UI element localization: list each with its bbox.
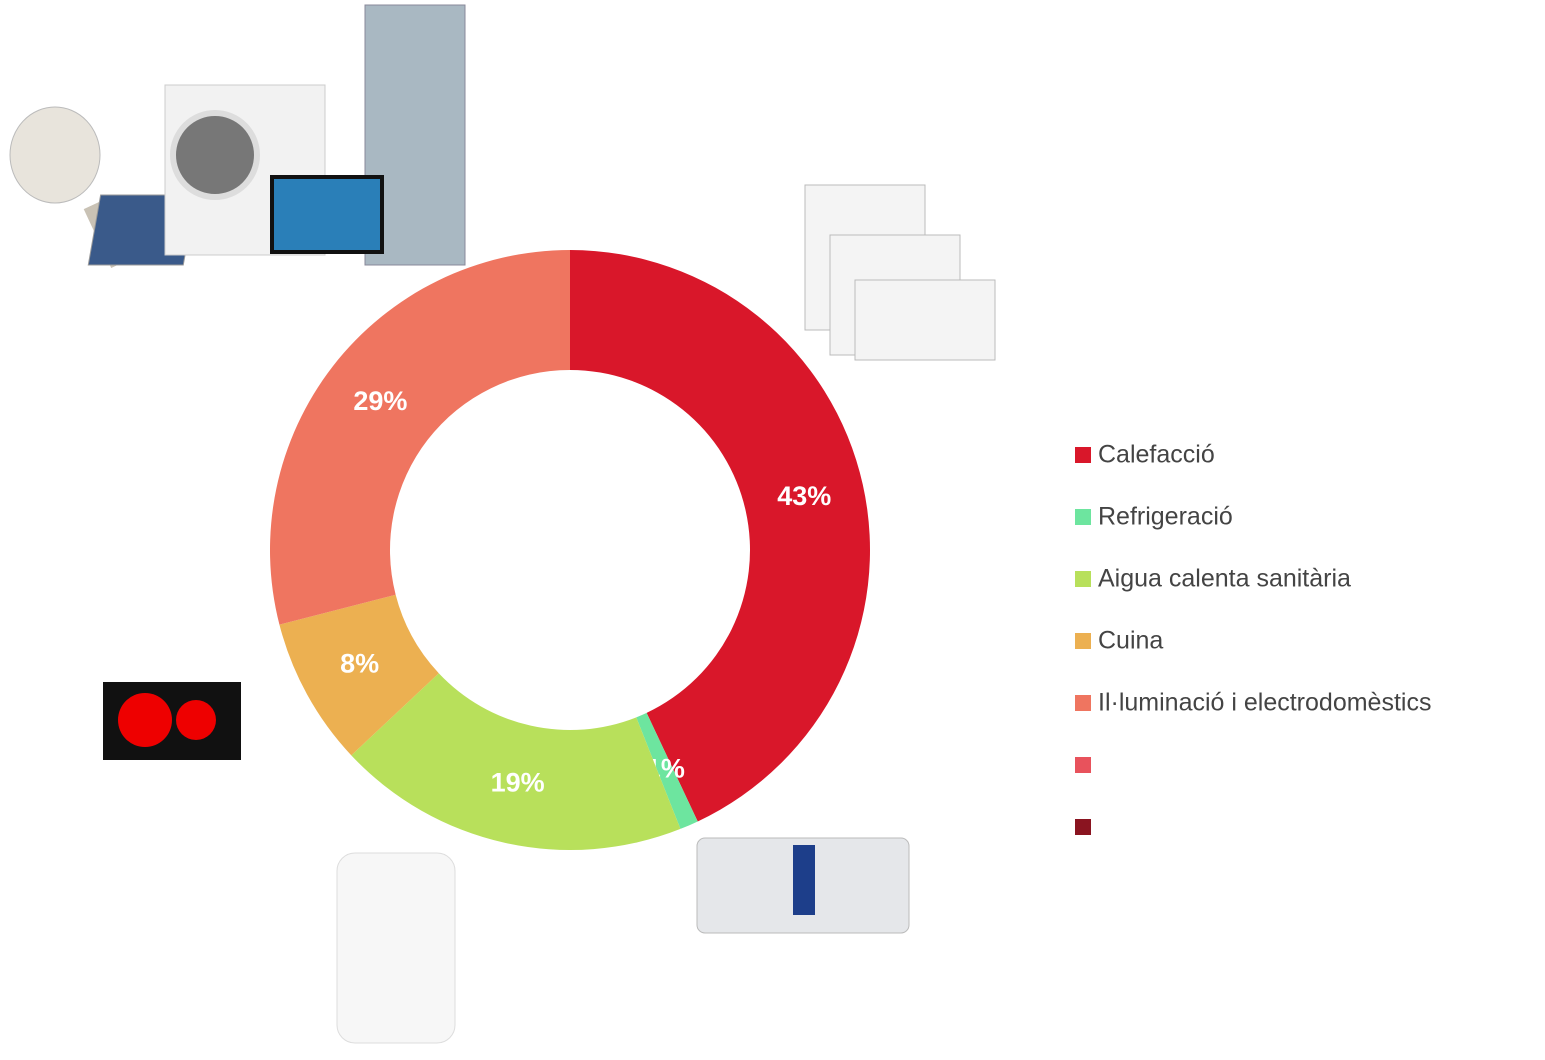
legend-label: Il·luminació i electrodomèstics	[1098, 689, 1431, 717]
boiler-icon	[337, 853, 455, 1043]
tv-icon	[272, 177, 382, 252]
data-label: 29%	[353, 386, 407, 416]
data-label: 19%	[491, 767, 545, 797]
donut-slice	[270, 250, 570, 625]
cooktop-ring	[118, 693, 172, 747]
legend-swatch	[1075, 447, 1091, 463]
donut: 43%1%19%8%29%	[270, 250, 870, 850]
legend-swatch	[1075, 633, 1091, 649]
legend-swatch	[1075, 819, 1091, 835]
bulb-icon	[10, 107, 100, 203]
washer-door	[173, 113, 257, 197]
legend-swatch	[1075, 509, 1091, 525]
legend-label: Calefacció	[1098, 441, 1215, 469]
chart: 43%1%19%8%29% CalefaccióRefrigeracióAigu…	[0, 0, 1545, 1060]
legend-label: Cuina	[1098, 627, 1163, 655]
legend-swatch	[1075, 757, 1091, 773]
cooktop-ring	[176, 700, 216, 740]
legend-label: Aigua calenta sanitària	[1098, 565, 1351, 593]
legend: Calefacció Refrigeració Aigua calenta sani…	[1075, 441, 1431, 835]
legend-label: Refrigeració	[1098, 503, 1233, 531]
data-label: 43%	[777, 481, 831, 511]
ac-display	[793, 845, 815, 915]
data-label: 8%	[340, 649, 379, 679]
legend-swatch	[1075, 571, 1091, 587]
radiator-icon	[805, 185, 995, 360]
legend-swatch	[1075, 695, 1091, 711]
